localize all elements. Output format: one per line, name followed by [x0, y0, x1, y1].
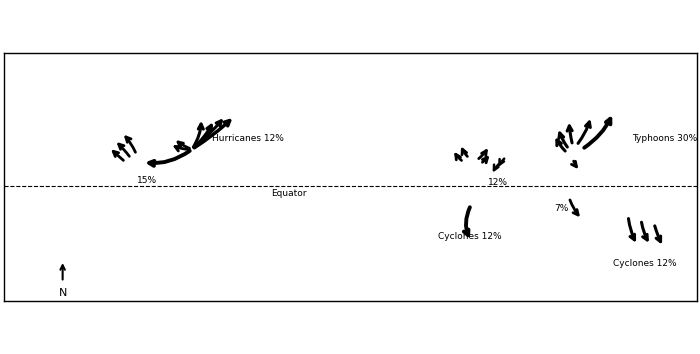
- Text: 7%: 7%: [554, 204, 568, 213]
- Text: Cyclones 12%: Cyclones 12%: [438, 232, 501, 241]
- Text: 12%: 12%: [488, 178, 508, 187]
- Text: Cyclones 12%: Cyclones 12%: [613, 259, 677, 268]
- Text: N: N: [58, 288, 66, 298]
- Text: Equator: Equator: [272, 189, 307, 198]
- Text: 15%: 15%: [136, 176, 157, 185]
- Text: Typhoons 30%: Typhoons 30%: [632, 134, 697, 143]
- Text: Hurricanes 12%: Hurricanes 12%: [212, 134, 284, 143]
